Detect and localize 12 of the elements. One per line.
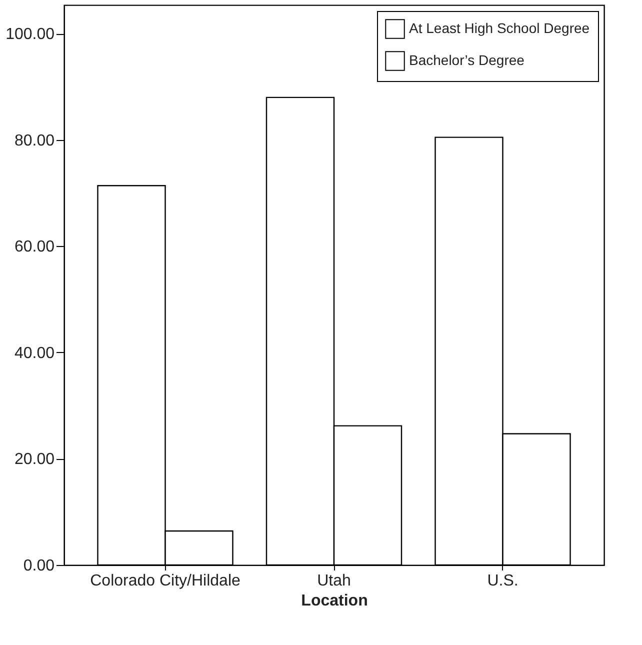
y-tick-label: 60.00: [14, 238, 55, 256]
legend-label: Bachelor’s Degree: [409, 52, 525, 68]
x-tick-label: U.S.: [487, 572, 518, 590]
x-axis-title: Location: [301, 592, 368, 610]
y-tick-label: 40.00: [14, 344, 55, 362]
y-tick-label: 0.00: [23, 558, 55, 574]
y-tick-label: 80.00: [14, 132, 55, 150]
x-tick-label: Utah: [317, 572, 351, 590]
y-tick-label: 100.00: [6, 26, 55, 44]
legend-label: At Least High School Degree: [409, 20, 590, 36]
x-tick-label: Colorado City/Hildale: [90, 572, 240, 590]
y-tick-label: 20.00: [14, 451, 55, 468]
